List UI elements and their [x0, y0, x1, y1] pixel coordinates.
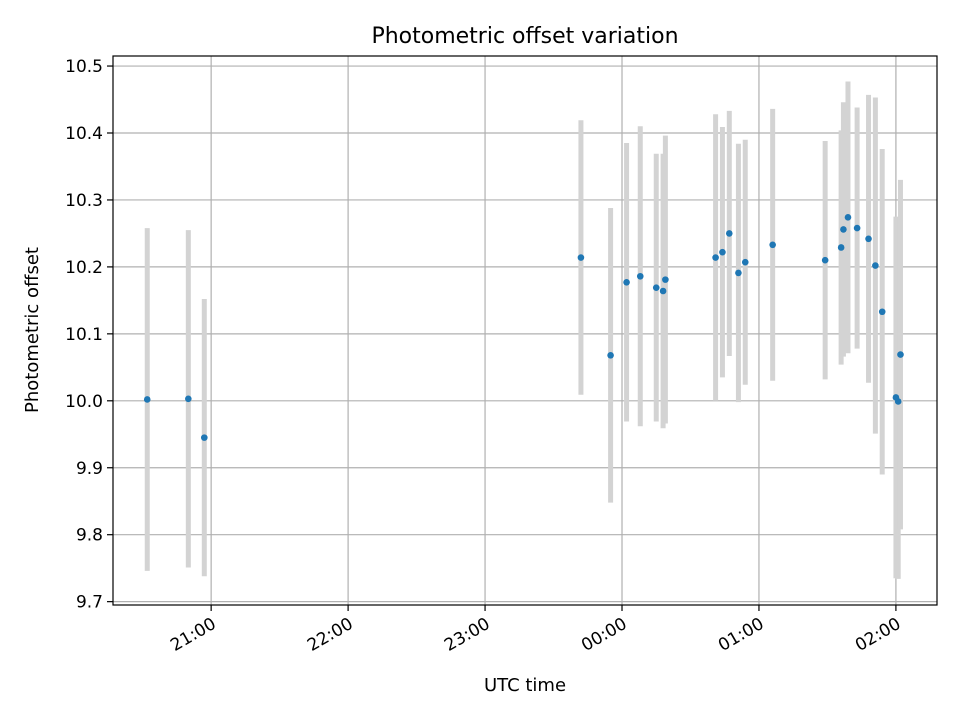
- data-point: [607, 351, 614, 359]
- data-point: [636, 272, 644, 280]
- data-point: [840, 226, 847, 233]
- data-point: [894, 398, 902, 405]
- data-point: [185, 395, 192, 403]
- y-axis-ticks: 9.7 9.8 9.9 10.0 10.1 10.2 10.3 10.4 10.5: [65, 57, 113, 613]
- data-point: [725, 230, 733, 237]
- y-tick-label: 10.5: [65, 57, 103, 77]
- data-point: [821, 256, 829, 264]
- data-point: [652, 284, 660, 291]
- data-point: [865, 235, 872, 243]
- data-point: [741, 258, 749, 266]
- data-point: [623, 278, 630, 286]
- data-point: [872, 262, 879, 269]
- data-points: [143, 214, 904, 441]
- data-point: [878, 308, 886, 316]
- data-point: [837, 244, 845, 251]
- data-point: [659, 287, 667, 295]
- y-tick-label: 10.4: [65, 124, 103, 144]
- chart-title: Photometric offset variation: [371, 24, 678, 49]
- data-point: [769, 241, 776, 249]
- grid: [113, 56, 937, 605]
- data-point: [201, 434, 208, 441]
- plot-frame: [112, 55, 938, 606]
- data-point: [577, 254, 585, 261]
- y-axis-label: Photometric offset: [22, 247, 43, 413]
- y-tick-label: 10.3: [65, 191, 103, 211]
- y-tick-label: 9.7: [76, 593, 103, 613]
- y-tick-label: 10.0: [65, 392, 103, 412]
- y-tick-label: 9.9: [76, 459, 103, 479]
- data-point: [143, 396, 151, 403]
- data-point: [719, 248, 726, 256]
- x-axis-label: UTC time: [484, 675, 566, 696]
- data-point: [735, 269, 742, 277]
- data-point: [897, 351, 904, 358]
- y-tick-label: 10.2: [65, 258, 103, 278]
- data-point: [853, 224, 861, 232]
- data-point: [662, 276, 669, 283]
- data-point: [712, 254, 719, 261]
- y-tick-label: 10.1: [65, 325, 103, 345]
- y-tick-label: 9.8: [76, 526, 103, 546]
- data-point: [844, 214, 852, 221]
